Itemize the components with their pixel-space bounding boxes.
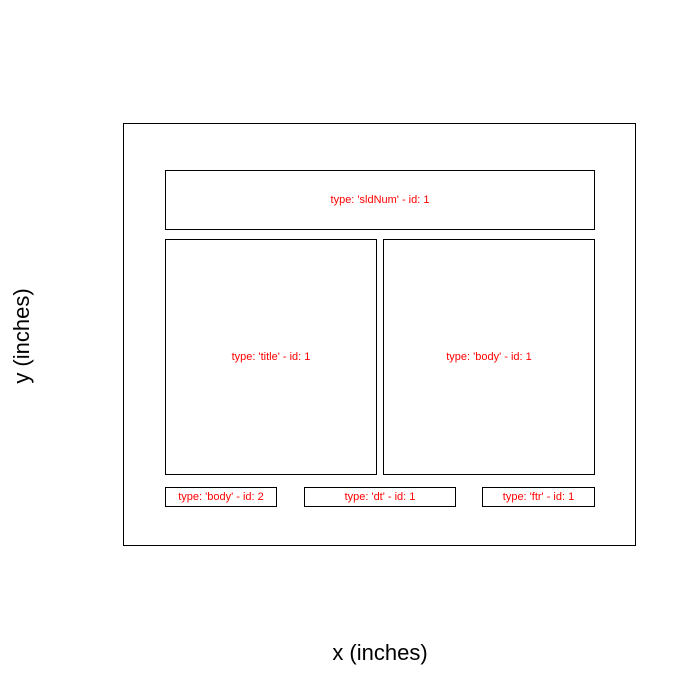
placeholder-label: type: 'body' - id: 1 [446,351,532,363]
placeholder-sldnum: type: 'sldNum' - id: 1 [165,170,595,230]
y-axis-label: y (inches) [9,288,34,384]
slide-frame [123,123,636,546]
x-axis-label: x (inches) [332,640,428,665]
placeholder-label: type: 'body' - id: 2 [178,491,264,503]
placeholder-label: type: 'title' - id: 1 [231,351,311,363]
placeholder-label: type: 'sldNum' - id: 1 [330,194,430,206]
placeholder-title: type: 'title' - id: 1 [165,239,377,475]
placeholder-ftr: type: 'ftr' - id: 1 [482,487,595,507]
placeholder-body-1: type: 'body' - id: 1 [383,239,595,475]
placeholder-label: type: 'dt' - id: 1 [344,491,416,503]
placeholder-dt: type: 'dt' - id: 1 [304,487,456,507]
placeholder-body-2: type: 'body' - id: 2 [165,487,277,507]
placeholder-label: type: 'ftr' - id: 1 [502,491,575,503]
